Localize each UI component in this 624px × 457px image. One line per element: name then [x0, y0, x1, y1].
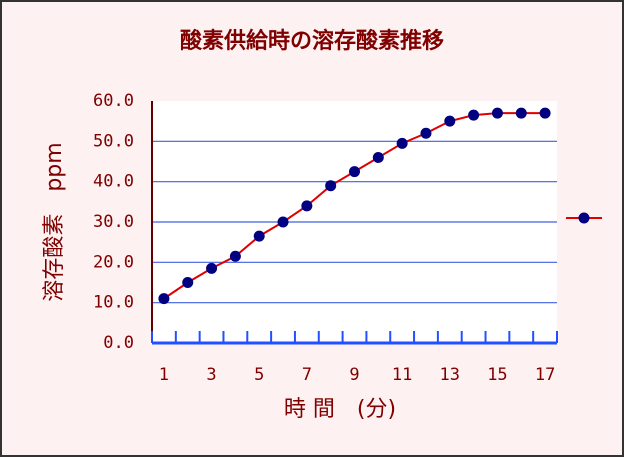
data-point	[349, 166, 360, 178]
chart-title: 酸素供給時の溶存酸素推移	[180, 28, 444, 54]
x-tick-label: 3	[206, 365, 216, 385]
data-point	[515, 107, 527, 119]
legend-marker	[578, 212, 590, 224]
y-tick-label: 10.0	[93, 293, 134, 313]
x-tick-label: 5	[254, 365, 264, 385]
data-point	[158, 293, 170, 305]
data-point	[444, 115, 456, 127]
data-point	[182, 277, 194, 288]
x-axis-label: 時 間 (分)	[284, 397, 396, 422]
data-point	[229, 250, 241, 262]
y-tick-label: 40.0	[93, 172, 134, 192]
y-tick-label: 0.0	[103, 333, 134, 353]
x-tick-label: 17	[535, 365, 555, 385]
y-tick-label: 20.0	[93, 252, 134, 272]
data-point	[539, 107, 551, 119]
data-point	[325, 180, 337, 192]
y-tick-label: 60.0	[93, 91, 134, 111]
data-point	[468, 109, 480, 121]
x-tick-label: 15	[487, 365, 507, 385]
data-point	[420, 127, 432, 139]
data-point	[253, 230, 265, 242]
y-tick-label: 50.0	[93, 131, 134, 151]
data-point	[491, 107, 503, 119]
x-tick-label: 7	[302, 365, 312, 385]
data-point	[372, 151, 384, 163]
data-point	[277, 216, 289, 228]
x-tick-label: 9	[349, 365, 359, 385]
y-axis-label: 溶存酸素 ppm	[42, 142, 67, 301]
x-tick-label: 1	[159, 365, 169, 385]
y-tick-label: 30.0	[93, 212, 134, 232]
data-point	[396, 137, 408, 149]
data-point	[301, 200, 313, 212]
x-tick-label: 11	[392, 365, 412, 385]
x-tick-label: 13	[440, 365, 460, 385]
data-point	[206, 262, 218, 274]
